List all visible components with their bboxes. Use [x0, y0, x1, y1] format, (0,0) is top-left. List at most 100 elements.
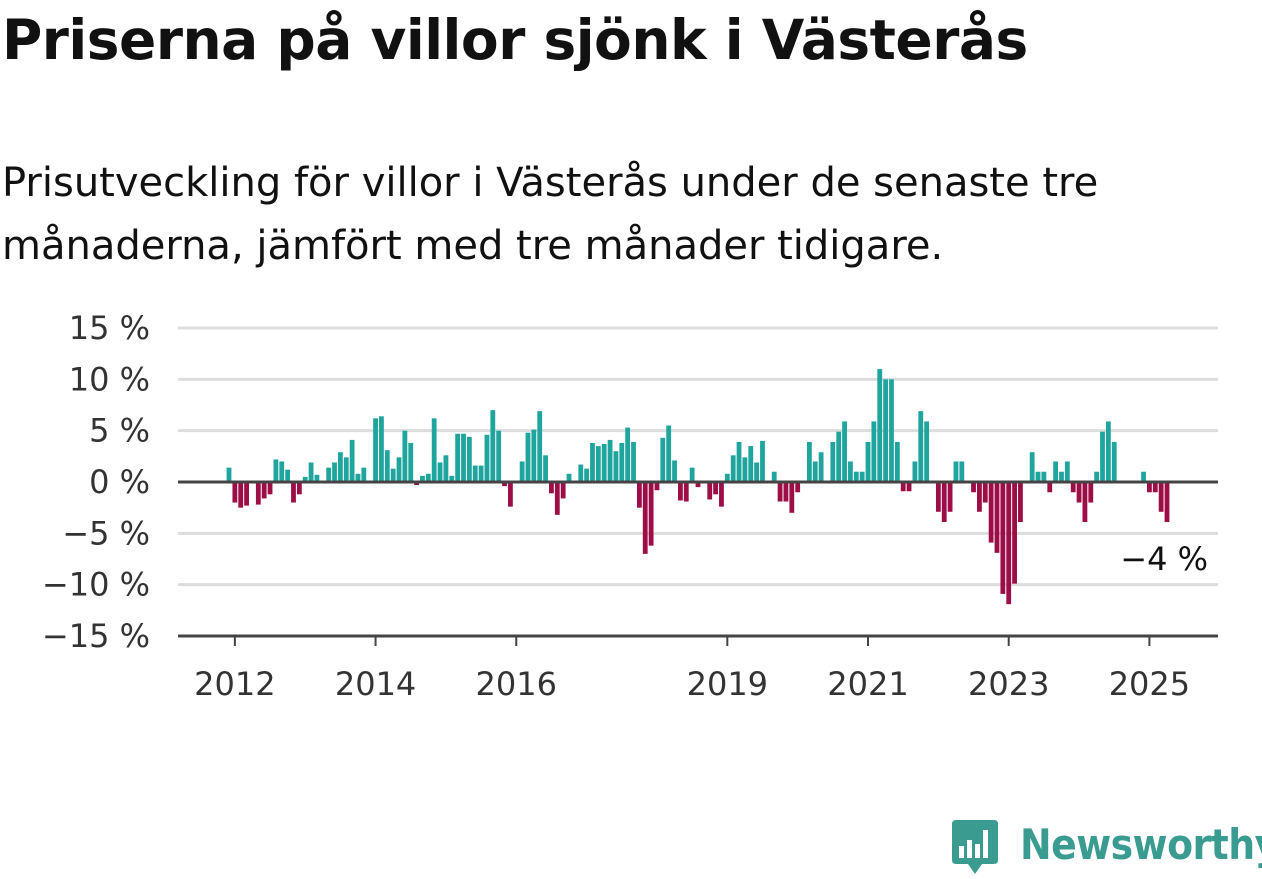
bar	[1041, 471, 1047, 482]
bar	[1147, 482, 1152, 493]
bar	[1035, 471, 1041, 482]
bar	[291, 482, 296, 503]
bar	[1006, 482, 1012, 605]
bar	[988, 482, 994, 543]
bar	[1070, 482, 1076, 493]
bar	[748, 446, 754, 482]
bar	[590, 442, 595, 482]
bar	[836, 431, 842, 482]
bar	[343, 457, 349, 482]
bar	[754, 462, 760, 482]
bar	[736, 441, 742, 482]
bar	[466, 436, 472, 482]
bar	[918, 411, 924, 482]
bar	[261, 482, 267, 499]
bar	[560, 482, 566, 499]
bar	[613, 451, 619, 482]
bar	[683, 482, 689, 502]
bar	[554, 482, 560, 515]
bar	[941, 482, 947, 523]
bar	[713, 482, 718, 495]
brand-name: Newsworthy	[1020, 820, 1262, 869]
bar	[912, 461, 918, 482]
bar	[924, 421, 930, 482]
annotations: −4 %	[1120, 537, 1212, 578]
bar	[1141, 471, 1146, 482]
bar	[232, 482, 238, 503]
x-axis-tick-labels: 2012 2014 2016 2019 2021 2023 2025	[194, 665, 1190, 703]
bar	[519, 461, 525, 482]
bar	[431, 418, 437, 482]
bar	[425, 473, 431, 482]
bar	[279, 461, 285, 482]
bar	[496, 430, 502, 482]
bar	[1105, 421, 1111, 482]
bar	[1100, 431, 1105, 482]
x-tick-label: 2012	[194, 665, 275, 703]
x-tick-label: 2014	[335, 665, 416, 703]
bar	[461, 433, 466, 482]
bar-chart-speech-bubble-icon	[952, 820, 998, 874]
y-tick-label: 0 %	[89, 463, 150, 501]
bar	[935, 482, 941, 512]
chart-title: Priserna på villor sjönk i Västerås	[2, 8, 1028, 72]
bar	[566, 473, 572, 482]
bar	[273, 459, 279, 482]
bar	[285, 469, 291, 482]
annotation-background	[1120, 537, 1212, 578]
bar	[982, 482, 988, 503]
bar	[449, 475, 455, 482]
bar	[1059, 471, 1064, 482]
bar	[894, 441, 900, 482]
bar	[842, 421, 847, 482]
bar	[871, 421, 877, 482]
bar	[543, 455, 548, 482]
bar	[379, 416, 384, 482]
x-tick-label: 2023	[968, 665, 1049, 703]
bar	[420, 475, 425, 482]
bar	[484, 434, 490, 482]
bar	[601, 444, 607, 482]
y-tick-label: −10 %	[42, 566, 150, 604]
bar	[806, 441, 812, 482]
bar	[595, 446, 601, 482]
bar	[414, 482, 420, 486]
bar	[636, 482, 642, 508]
y-tick-label: −15 %	[42, 617, 150, 655]
bar	[1047, 482, 1053, 493]
bar	[607, 439, 613, 482]
y-tick-label: 15 %	[69, 309, 150, 347]
bar	[994, 482, 1000, 553]
bar	[525, 432, 531, 482]
bar	[531, 429, 537, 482]
bar	[478, 465, 484, 482]
x-tick-label: 2019	[687, 665, 768, 703]
bar	[977, 482, 982, 512]
bar	[1076, 482, 1082, 503]
y-tick-label: −5 %	[62, 514, 150, 552]
bar	[707, 482, 713, 500]
y-axis-tick-labels: 15 % 10 % 5 % 0 % −5 % −10 % −15 %	[42, 309, 150, 655]
bar	[906, 482, 912, 492]
bar	[660, 437, 666, 482]
bar	[1152, 482, 1158, 493]
bar	[642, 482, 648, 554]
bar	[672, 460, 677, 482]
bar	[355, 473, 361, 482]
bar	[332, 462, 337, 482]
bar	[1000, 482, 1006, 594]
bar	[361, 467, 367, 482]
bar	[437, 462, 443, 482]
bar	[777, 482, 783, 502]
bar	[730, 455, 736, 482]
bar	[900, 482, 906, 492]
bar	[1094, 471, 1100, 482]
bar-chart: 15 %10 %5 %0 %−5 %−10 %−15 % 2012 2014 201…	[42, 309, 1218, 703]
bar	[314, 474, 320, 482]
bar	[695, 482, 701, 488]
bar	[502, 482, 507, 487]
bar	[818, 452, 824, 482]
bar	[812, 461, 818, 482]
bar	[349, 439, 355, 482]
bar	[742, 457, 748, 482]
